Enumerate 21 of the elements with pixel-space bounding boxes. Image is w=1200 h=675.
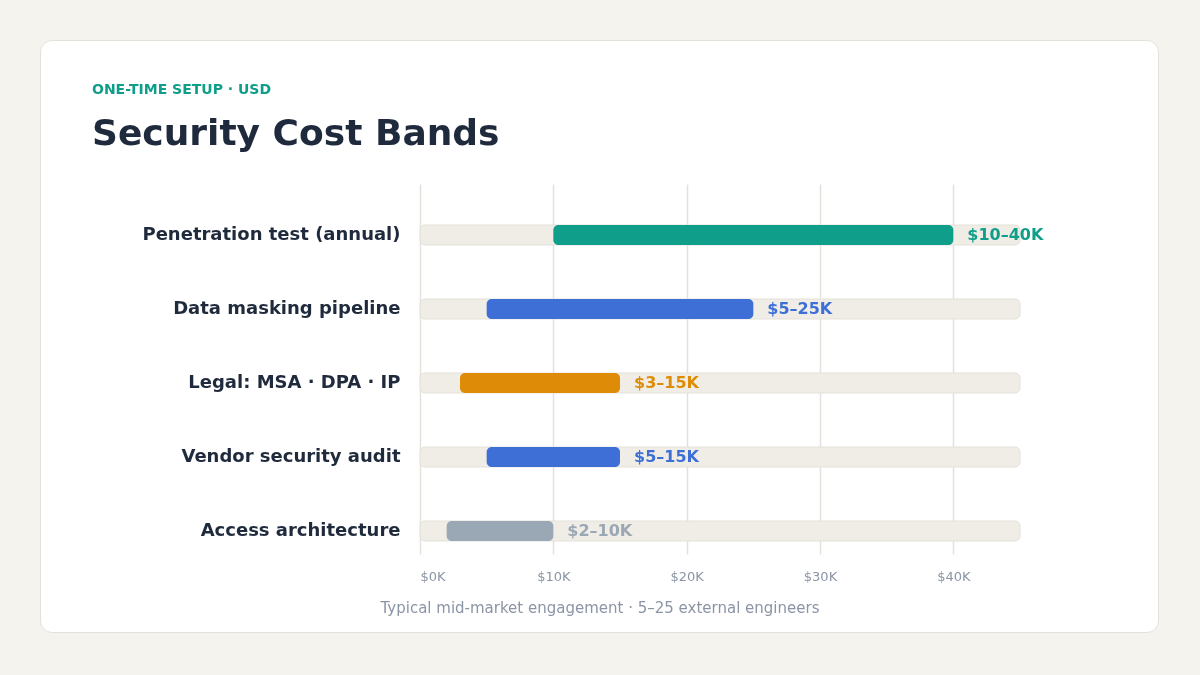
x-tick-label: $10K [537,568,571,584]
y-tick-label: Access architecture [200,519,401,540]
chart-title: Security Cost Bands [92,111,500,155]
bar [460,373,620,393]
text: Typical mid-market engagement · 5–25 external engineers [379,598,821,618]
x-tick-label: $30K [803,568,838,584]
data-label: $10–40K [967,225,1044,244]
data-label: $2–10K [567,521,633,540]
bar [486,447,620,467]
y-tick-label: Data masking pipeline [173,297,401,318]
data-label: $5–25K [767,299,833,318]
data-label: $3–15K [634,373,700,392]
y-tick-label: Legal: MSA · DPA · IP [188,371,401,392]
data-label: $5–15K [634,447,700,466]
text: ONE-TIME SETUP · USD [92,80,272,98]
bar [446,521,554,541]
x-tick-label: $20K [670,568,705,584]
x-tick-label: $0K [420,568,447,584]
y-tick-label: Vendor security audit [181,445,401,466]
y-tick-label: Penetration test (annual) [142,223,401,244]
x-tick-label: $40K [937,568,971,584]
